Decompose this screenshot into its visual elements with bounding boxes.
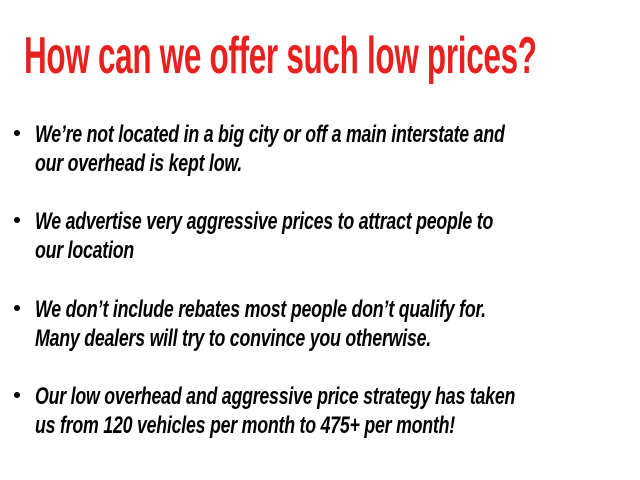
bullet-text: our overhead is kept low.: [35, 150, 242, 177]
bullet-dot-icon: [14, 217, 20, 223]
bullet-item: Our low overhead and aggressive price st…: [14, 382, 634, 440]
bullet-text: us from 120 vehicles per month to 475+ p…: [35, 412, 455, 439]
bullet-text: our location: [35, 237, 134, 264]
bullet-dot-icon: [14, 305, 20, 311]
bullet-dot-icon: [14, 130, 20, 136]
bullet-text: We advertise very aggressive prices to a…: [35, 208, 494, 235]
bullet-text: Our low overhead and aggressive price st…: [35, 383, 516, 410]
bullet-item: We’re not located in a big city or off a…: [14, 120, 634, 178]
bullet-item: We advertise very aggressive prices to a…: [14, 207, 634, 265]
bullet-dot-icon: [14, 392, 20, 398]
bullet-text: We don’t include rebates most people don…: [35, 296, 486, 323]
bullet-item: We don’t include rebates most people don…: [14, 295, 634, 353]
bullet-text: Many dealers will try to convince you ot…: [35, 325, 431, 352]
bullet-text: We’re not located in a big city or off a…: [35, 121, 505, 148]
page-title: How can we offer such low prices?: [24, 27, 537, 85]
